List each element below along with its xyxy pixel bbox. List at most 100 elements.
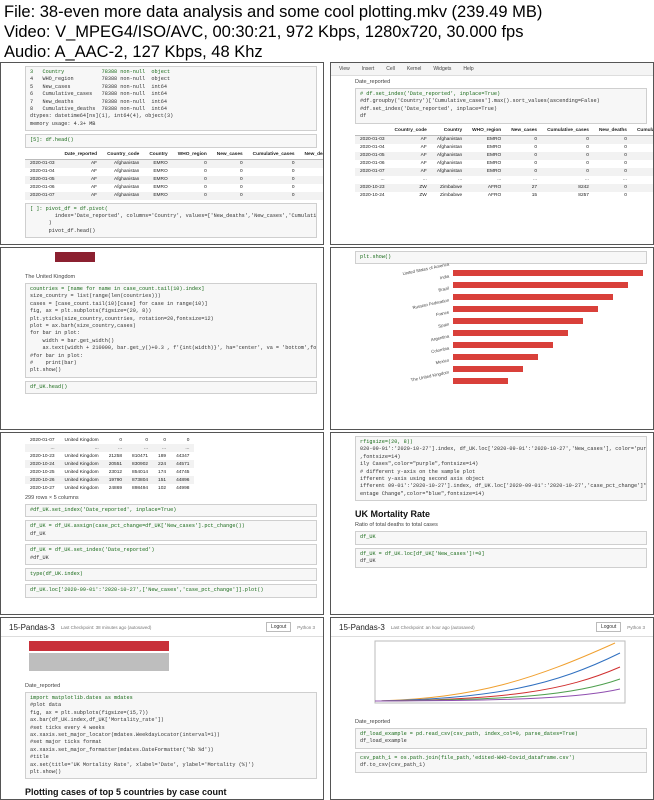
table-cell: 0	[534, 145, 538, 151]
thumbnail: View Insert Cell Kernel Widgets Help Date_repo…	[330, 62, 654, 245]
code-cell: csv_path_1 = os.path.join(file_path,'edi…	[355, 751, 647, 773]
header-cell: Date_reported	[59, 150, 103, 160]
bar-row: India	[355, 273, 647, 291]
thumbnail: The United Kingdom countries = [name for …	[0, 247, 324, 430]
header-cell: Country	[431, 126, 468, 136]
table-cell: Afghanistan	[114, 169, 140, 175]
menu-item[interactable]: Help	[463, 66, 474, 72]
table-cell: 0	[506, 167, 543, 176]
logout-button[interactable]: Logout	[265, 622, 292, 632]
checkpoint: Last Checkpoint: an hour ago (autosaved)	[390, 624, 475, 630]
code-line: size_country = list(range(len(countries)…	[30, 293, 161, 300]
code-line: for bar in plot:	[30, 330, 80, 337]
table-cell: EMRO	[467, 135, 507, 144]
code-line: pivot_df.head()	[30, 227, 96, 234]
table-cell: Afghanistan	[102, 159, 145, 168]
table-cell: 0	[542, 151, 594, 160]
table-cell: 0	[172, 191, 212, 200]
bar	[453, 354, 538, 361]
code-line: ,fontsize=14)	[360, 453, 401, 460]
menu-item[interactable]: View	[339, 66, 350, 72]
code-line: ax.xaxis.set_major_locator(mdates.Weekda…	[30, 732, 220, 739]
header-cell	[25, 150, 60, 160]
bar	[453, 366, 523, 373]
table-cell: AF	[59, 191, 103, 200]
table-cell: 2020-10-24	[360, 193, 385, 199]
menu-item[interactable]: Cell	[386, 66, 395, 72]
code-line: # print(bar)	[30, 360, 77, 367]
table-row: 2020-01-06AFAfghanistanEMRO0000	[355, 160, 653, 168]
code-line: df_UK.head()	[30, 383, 68, 390]
table-cell: Zimbabwe	[440, 193, 463, 199]
header-cell: New_deaths	[593, 126, 632, 136]
code-line: #df.set_index('Date_reported', inplace=T…	[360, 105, 497, 112]
table-cell: 2020-01-05	[25, 175, 60, 184]
table-cell: United Kingdom	[64, 453, 99, 459]
code-cell: df_UK.loc['2020-09-01':'2020-10-27',['Ne…	[25, 584, 317, 598]
table-cell: 0	[593, 151, 632, 160]
code-line: #df_UK.set_index('Date_reported', inplac…	[30, 507, 177, 513]
table-cell: ...	[153, 444, 172, 452]
table-cell: 2020-01-06	[30, 185, 55, 191]
text: 299 rows × 5 columns	[25, 495, 79, 501]
header-cell: Cumulative_cases	[247, 150, 300, 160]
thumbnail: 2020-01-07 United Kingdom 0 0 0 0............…	[0, 432, 324, 615]
bar-strip	[29, 641, 169, 671]
thumbnail: 3 Country 78388 non-null object 4 WHO_reg…	[0, 62, 324, 245]
code-line: plt.show()	[30, 769, 62, 776]
table-cell: EMRO	[144, 175, 173, 184]
table-row: 2020-01-07AFAfghanistanEMRO0000	[25, 191, 323, 200]
table-cell: 23012	[108, 469, 123, 475]
header-cell: WHO_region	[172, 150, 212, 160]
table-cell: 2020-01-04	[360, 145, 385, 151]
table-cell: 0	[240, 169, 243, 175]
table-cell: Afghanistan	[102, 175, 145, 184]
kernel: Python 3	[297, 624, 315, 630]
table-cell: 0	[172, 159, 212, 168]
table-row: 2020-01-03AFAfghanistanEMRO0000	[355, 135, 653, 144]
header: File: 38-even more data analysis and som…	[4, 2, 654, 62]
line-plot	[374, 640, 626, 704]
table-cell: 0	[300, 168, 323, 176]
table-cell: 2020-10-23	[30, 453, 55, 459]
code-line: width = bar.get_width()	[30, 337, 115, 344]
bar-row: Brazil	[355, 285, 647, 303]
table-row: 2020-10-26 United Kingdom 19790 873804 151 44…	[25, 476, 195, 484]
code-line: )	[30, 220, 52, 227]
table-cell: 830902	[127, 460, 154, 468]
code-line: #set major ticks format	[30, 739, 102, 746]
table-row: 2020-10-23ZWZimbabweAFRO2782420236	[355, 183, 653, 192]
table-cell: 0	[247, 175, 300, 184]
table-cell: 0	[593, 135, 632, 144]
table-cell: 44998	[176, 485, 190, 491]
code-line: plot = ax.barh(size_country,cases)	[30, 323, 136, 330]
table-cell: 24869	[108, 485, 123, 491]
menu-item[interactable]: Insert	[361, 66, 375, 72]
thumbnail: rfigsize=(20, 8)) 020-09-01':'2020-10-27'…	[330, 432, 654, 615]
table-cell: ...	[458, 177, 463, 183]
menu-item[interactable]: Widgets	[433, 66, 452, 72]
menu-item[interactable]: Kernel	[406, 66, 422, 72]
table-cell: 0	[240, 185, 243, 191]
bar	[453, 270, 643, 277]
heading: UK Mortality Rate	[355, 509, 431, 520]
table-cell: 0	[586, 161, 589, 167]
table-cell: ...	[422, 177, 427, 183]
code-line: memory usage: 4.3+ MB	[30, 120, 96, 127]
table-cell: AF	[389, 167, 432, 176]
text: Date_reported	[355, 79, 391, 85]
table-cell: EMRO	[144, 191, 173, 200]
table-cell: 0	[300, 184, 323, 192]
code-line: df	[360, 113, 367, 120]
code-line: [ ]: pivot_df = df.pivot(	[30, 205, 108, 212]
table-cell: United Kingdom	[59, 476, 104, 484]
table-cell: EMRO	[144, 159, 173, 168]
table-cell: AF	[389, 151, 432, 160]
table-cell: 224	[153, 460, 172, 468]
bar	[453, 306, 598, 313]
table-cell: AF	[420, 161, 427, 167]
bar-row: The United Kingdom	[355, 369, 647, 387]
table-row: ........................	[355, 176, 653, 184]
logout-button[interactable]: Logout	[595, 622, 622, 632]
table-cell: 0	[624, 145, 627, 151]
